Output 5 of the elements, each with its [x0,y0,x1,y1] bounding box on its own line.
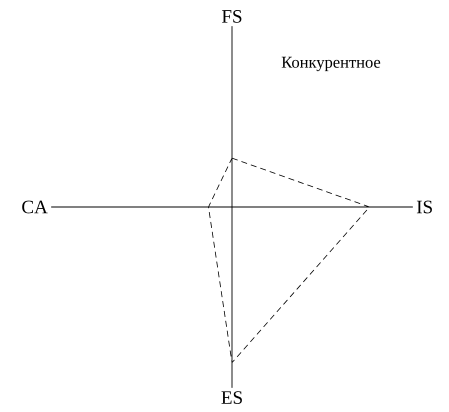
spoke-label: ES [221,391,242,404]
spoke-label: FS [222,10,242,23]
spoke-label: IS [416,200,432,214]
text: Конкурентное [282,56,380,72]
spoke-label: CA [22,200,48,214]
